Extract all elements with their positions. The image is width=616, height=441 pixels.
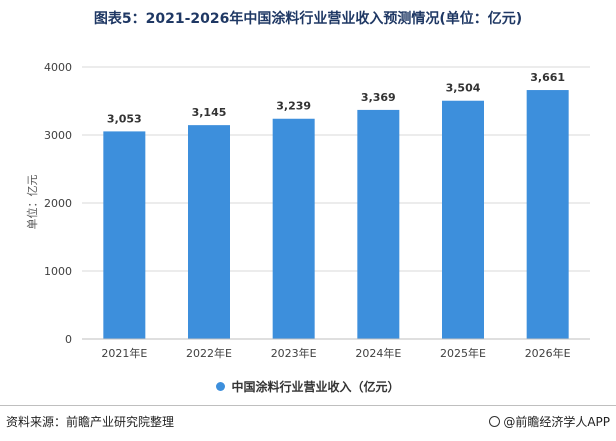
x-axis-ticks: 2021年E 2022年E 2023年E 2024年E 2025年E 2026年E	[101, 346, 570, 360]
y-tick-label: 3000	[44, 129, 72, 142]
x-tick-label: 2024年E	[355, 346, 401, 360]
data-label: 3,661	[530, 71, 565, 84]
x-tick-label: 2022年E	[186, 346, 232, 360]
chart-title: 图表5：2021-2026年中国涂料行业营业收入预测情况(单位：亿元)	[93, 11, 523, 27]
x-tick-label: 2026年E	[525, 346, 571, 360]
y-tick-label: 0	[65, 333, 72, 346]
bar	[103, 131, 146, 339]
y-tick-label: 4000	[44, 61, 72, 74]
legend-swatch	[216, 382, 226, 391]
bars: 3,053 3,145 3,239 3,369 3,504 3,661	[103, 71, 569, 340]
x-tick-label: 2021年E	[101, 346, 147, 360]
footer-divider	[0, 405, 616, 406]
y-tick-label: 1000	[44, 265, 72, 278]
y-axis-label: 单位：亿元	[25, 175, 39, 230]
bar	[188, 125, 230, 339]
legend: 中国涂料行业营业收入（亿元）	[0, 378, 616, 395]
brand-logo-icon	[489, 416, 501, 427]
source-note: 资料来源：前瞻产业研究院整理	[6, 415, 175, 429]
data-label: 3,239	[276, 100, 311, 113]
bar	[526, 90, 569, 339]
data-label: 3,369	[361, 91, 396, 104]
x-tick-label: 2023年E	[271, 346, 317, 360]
data-label: 3,504	[446, 82, 481, 95]
bar	[442, 100, 484, 339]
y-axis-ticks: 0 1000 2000 3000 4000	[44, 61, 72, 346]
x-tick-label: 2025年E	[440, 346, 486, 360]
bar	[272, 118, 315, 339]
brand-label: @前瞻经济学人APP	[503, 415, 610, 429]
y-tick-label: 2000	[44, 197, 72, 210]
legend-label: 中国涂料行业营业收入（亿元）	[231, 380, 400, 394]
data-label: 3,053	[107, 112, 142, 125]
gridlines	[82, 66, 590, 340]
brand-credit: @前瞻经济学人APP	[489, 413, 610, 430]
bar	[357, 109, 400, 340]
data-label: 3,145	[192, 106, 227, 119]
